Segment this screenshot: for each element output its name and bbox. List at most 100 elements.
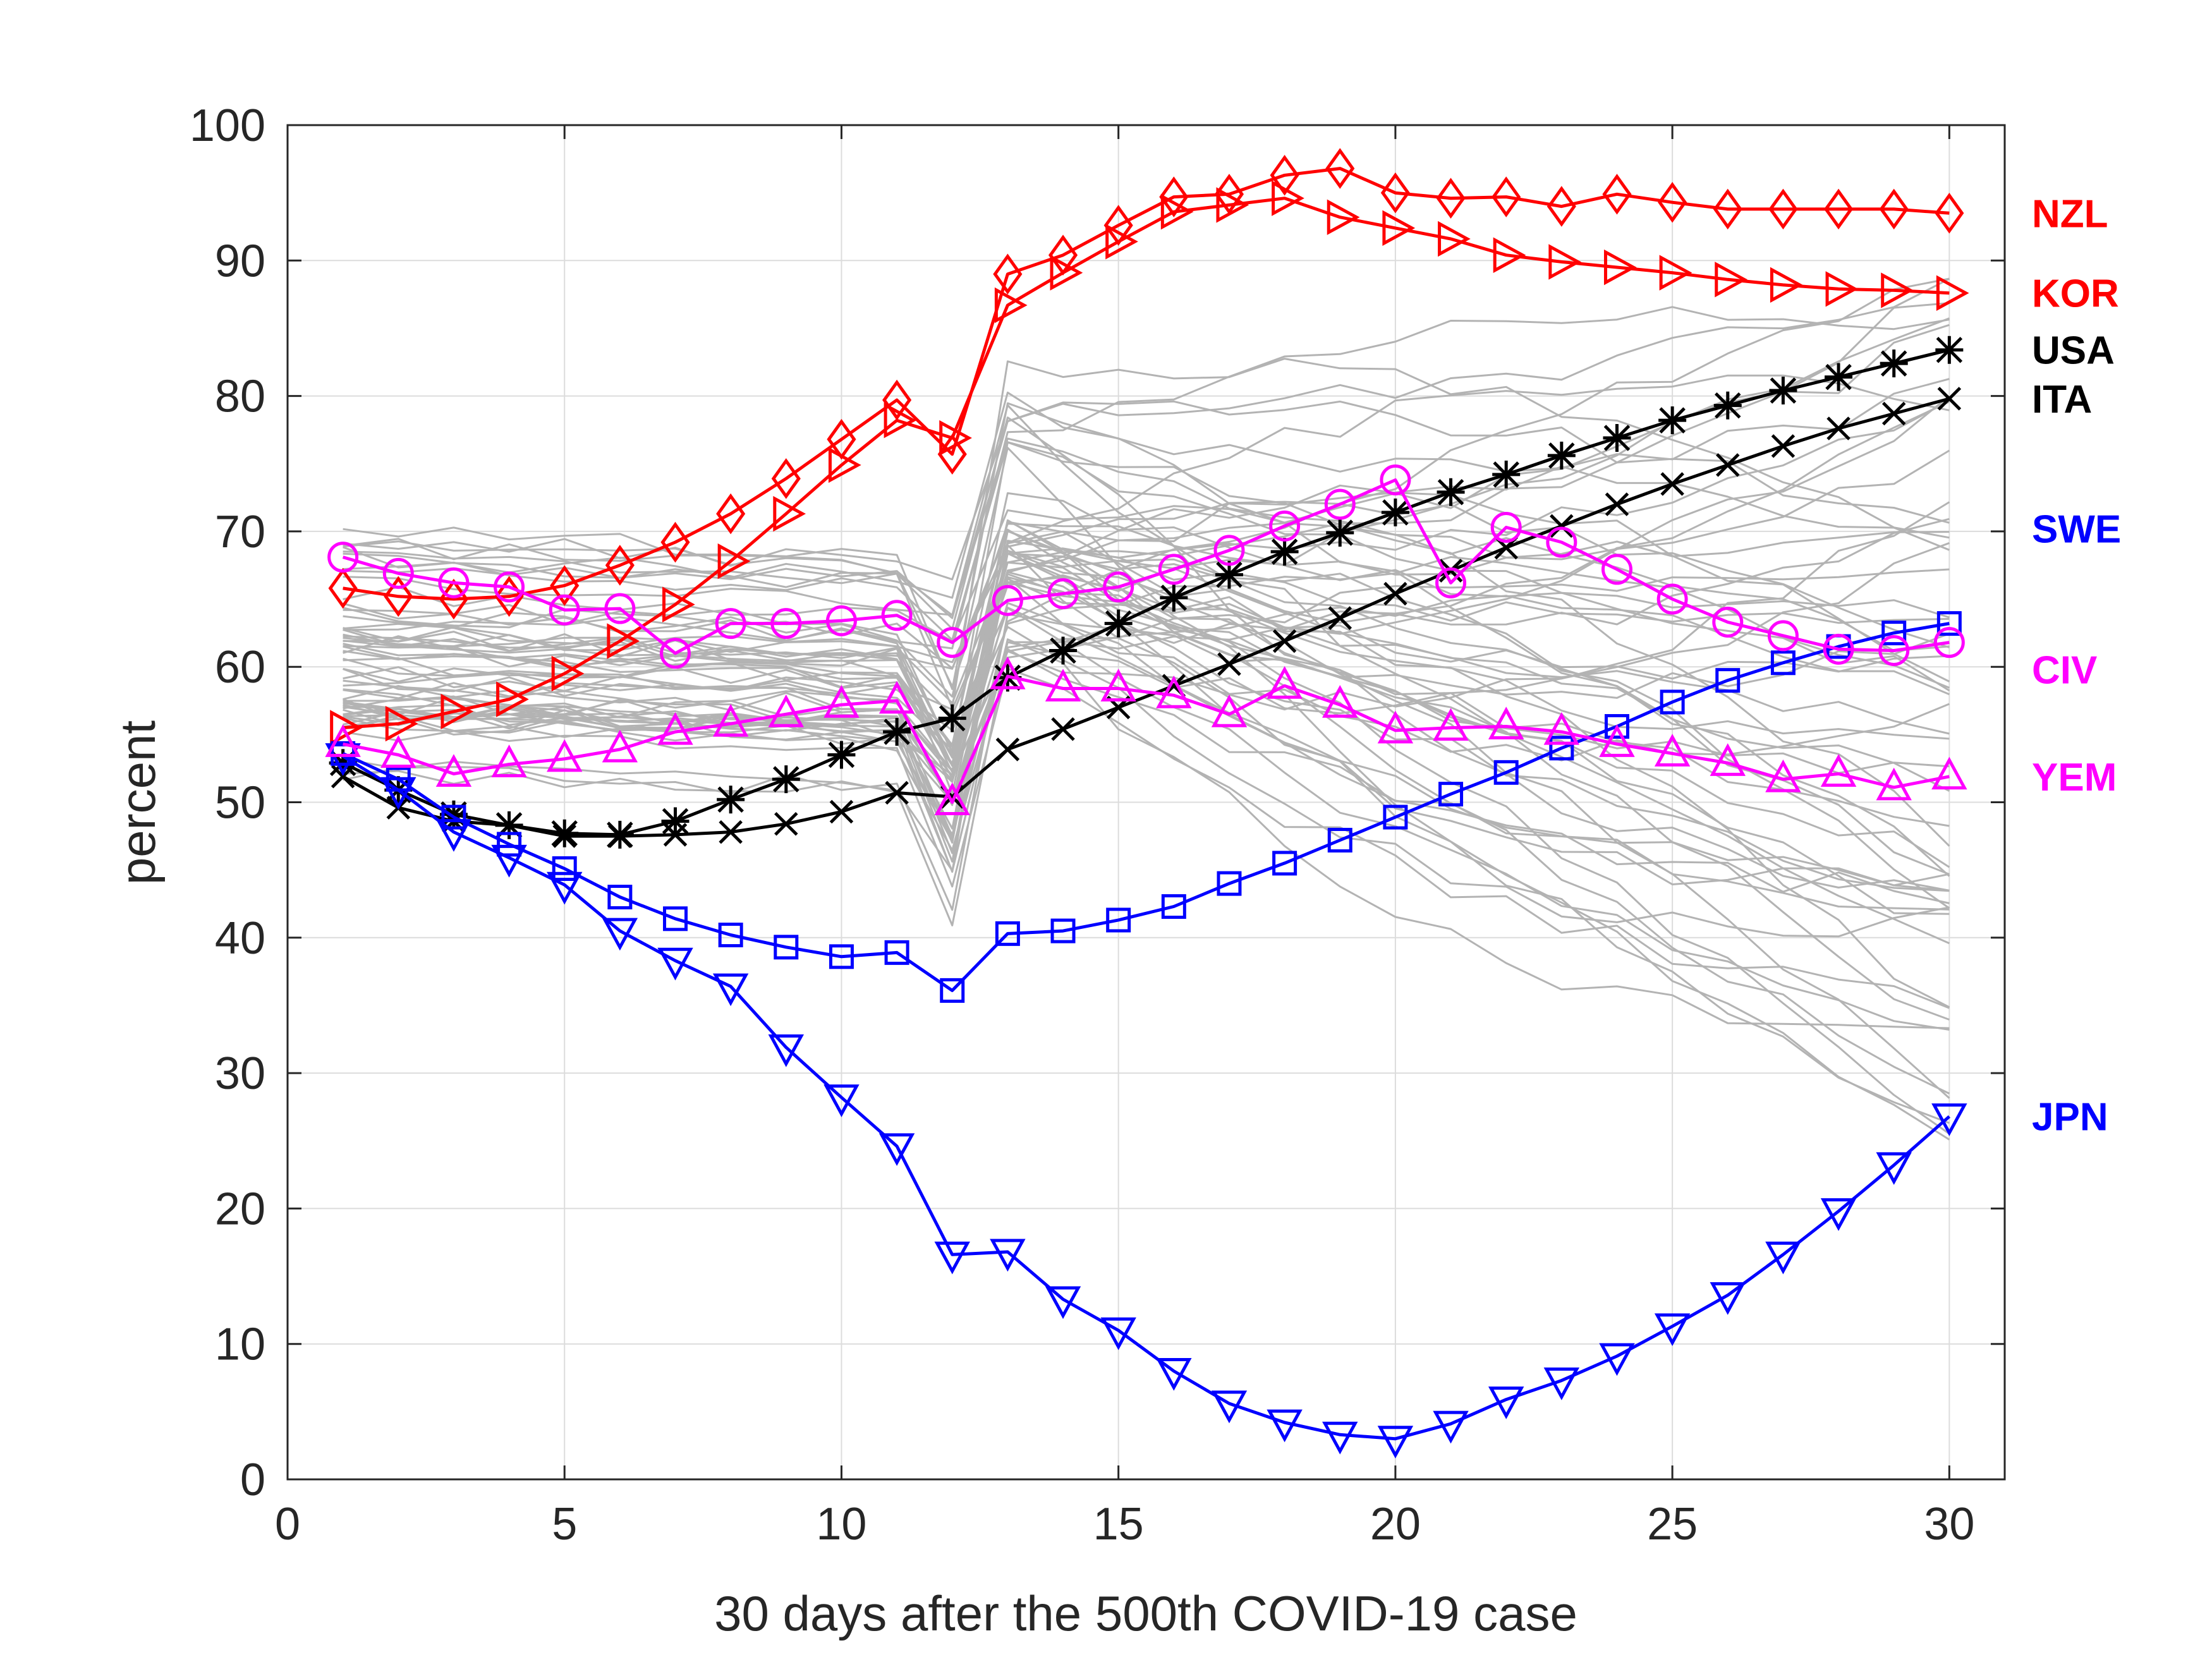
data-point	[1100, 1317, 1136, 1350]
y-tick-label: 20	[215, 1184, 265, 1234]
series-label-kor: KOR	[2032, 272, 2119, 316]
data-point	[1935, 192, 1964, 234]
background-series-line	[343, 667, 1950, 1009]
data-point	[883, 718, 911, 746]
data-point	[1045, 669, 1081, 701]
background-series-line	[343, 518, 1950, 780]
data-point	[1765, 759, 1801, 792]
background-series-line	[343, 277, 1950, 581]
data-point	[1881, 401, 1906, 426]
data-point	[1433, 708, 1469, 741]
x-axis-label: 30 days after the 500th COVID-19 case	[714, 1586, 1577, 1641]
data-point	[1603, 249, 1637, 286]
y-tick-label: 0	[240, 1455, 265, 1505]
data-point	[660, 638, 691, 669]
data-point	[712, 973, 749, 1007]
data-point	[1433, 1410, 1469, 1444]
data-point	[1715, 262, 1747, 298]
data-point	[1272, 851, 1297, 876]
series-line	[342, 755, 1951, 1441]
data-point	[605, 545, 635, 586]
data-point	[435, 754, 472, 787]
data-point	[1654, 1313, 1691, 1347]
data-point	[1488, 1386, 1524, 1419]
series-labels: NZL KOR USA ITA SWE JPN CIV YEM	[2032, 192, 2121, 1139]
data-point	[1548, 244, 1582, 280]
data-point	[1270, 154, 1299, 196]
y-tick-label: 50	[215, 778, 265, 828]
data-point	[1160, 583, 1188, 612]
data-point	[1543, 712, 1580, 745]
background-series-line	[343, 465, 1950, 767]
data-point	[494, 571, 525, 603]
data-point	[768, 694, 805, 727]
data-point	[663, 906, 688, 931]
data-point	[715, 608, 746, 640]
data-point	[1045, 1286, 1081, 1319]
data-point	[1768, 188, 1798, 230]
series-civ	[327, 464, 1965, 669]
data-point	[1605, 492, 1629, 516]
data-point	[878, 681, 915, 714]
data-point	[1103, 571, 1134, 603]
data-point	[1769, 377, 1797, 405]
series-label-nzl: NZL	[2032, 192, 2108, 236]
data-point	[1437, 478, 1465, 506]
data-point	[491, 744, 527, 777]
data-point	[1438, 782, 1464, 807]
background-series-line	[343, 602, 1950, 1021]
data-point	[1715, 668, 1741, 693]
series-line	[343, 197, 1950, 730]
background-series-line	[343, 449, 1950, 688]
data-point	[1658, 406, 1687, 435]
data-point	[1658, 181, 1687, 223]
data-point	[994, 287, 1028, 324]
data-point	[1820, 754, 1857, 787]
data-point	[823, 1084, 860, 1117]
data-point	[1770, 267, 1803, 303]
data-point	[885, 780, 909, 805]
background-series-line	[343, 568, 1950, 926]
y-tick-label: 70	[215, 507, 265, 557]
data-point	[1933, 627, 1965, 658]
data-point	[1876, 1152, 1912, 1186]
series-label-yem: YEM	[2032, 756, 2117, 799]
data-point	[716, 493, 746, 535]
data-point	[717, 786, 745, 814]
data-point	[934, 782, 970, 815]
data-point	[663, 823, 688, 847]
data-point	[380, 777, 416, 810]
data-point	[1161, 894, 1186, 919]
data-point	[718, 923, 743, 948]
data-point	[1767, 620, 1799, 652]
data-point	[1438, 221, 1471, 257]
data-point	[1599, 1343, 1635, 1376]
y-tick-label: 10	[215, 1319, 265, 1370]
background-series-line	[343, 552, 1950, 868]
background-series-line	[343, 437, 1950, 616]
series-kor	[330, 180, 1969, 746]
data-point	[1603, 424, 1631, 452]
data-point	[1051, 717, 1075, 741]
data-point	[1713, 188, 1742, 230]
data-point	[1604, 713, 1629, 739]
data-point	[384, 576, 413, 617]
data-point	[1823, 633, 1854, 665]
data-point	[823, 684, 860, 718]
data-point	[1547, 441, 1576, 470]
x-tick-label: 30	[1924, 1499, 1974, 1550]
series-line	[342, 397, 1950, 838]
data-point	[768, 1034, 805, 1067]
data-point	[604, 593, 636, 624]
data-point	[327, 542, 359, 573]
y-tick-label: 60	[215, 642, 265, 693]
data-point	[1211, 694, 1248, 727]
data-point	[1765, 1241, 1801, 1275]
series-label-civ: CIV	[2032, 648, 2097, 692]
data-point	[774, 935, 799, 960]
series-label-usa: USA	[2032, 329, 2115, 373]
axis-ticks: 0 5 10 15 20 25 30 0 10 20 30 40 50 60 70 80 90 100	[190, 100, 2005, 1550]
background-series-line	[343, 542, 1950, 836]
data-point	[1327, 828, 1352, 853]
